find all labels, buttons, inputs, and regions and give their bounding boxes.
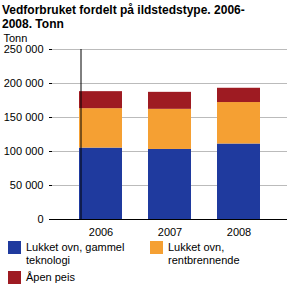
svg-text:0: 0 (37, 213, 43, 225)
svg-text:250 000: 250 000 (4, 43, 44, 55)
svg-text:50 000: 50 000 (10, 179, 44, 191)
html-text:Lukket ovn, rentbrennende: Lukket ovn, rentbrennende (168, 241, 240, 266)
html-text:Vedforbruket fordelt på ildste: Vedforbruket fordelt på ildstedstype. 20… (2, 3, 245, 31)
svg-text:2007: 2007 (158, 226, 182, 238)
svg-text:150 000: 150 000 (4, 111, 44, 123)
html-text:Åpen peis: Åpen peis (26, 271, 75, 283)
svg-text:200 000: 200 000 (4, 77, 44, 89)
html-text:Lukket ovn, gammel teknologi: Lukket ovn, gammel teknologi (26, 241, 125, 266)
svg-text:2006: 2006 (89, 226, 113, 238)
svg-text:2008: 2008 (227, 226, 251, 238)
svg-text:Tonn: Tonn (4, 32, 28, 44)
svg-text:100 000: 100 000 (4, 145, 44, 157)
